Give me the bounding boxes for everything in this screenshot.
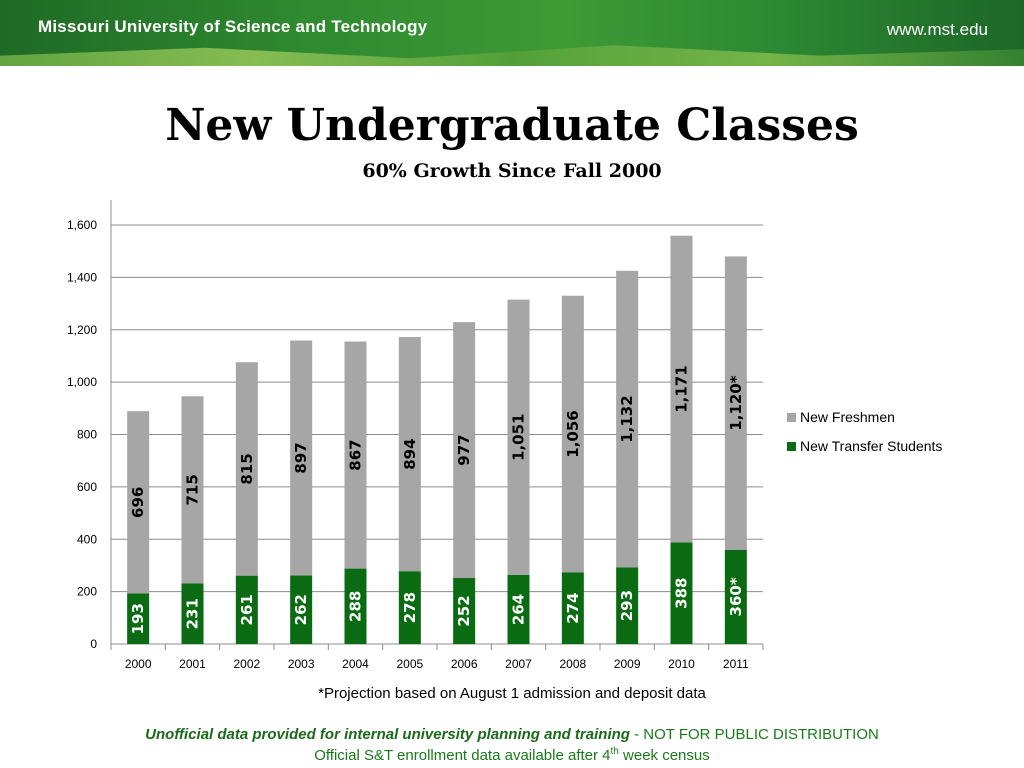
y-tick-label: 400 <box>77 532 97 546</box>
bar-transfer <box>670 542 693 644</box>
x-tick-label: 2004 <box>342 657 369 671</box>
bar-transfer <box>561 572 584 644</box>
data-label-transfer: 288 <box>347 591 365 622</box>
x-tick-label: 2009 <box>614 657 641 671</box>
data-label-freshmen: 867 <box>347 439 365 470</box>
bar-transfer <box>398 571 421 644</box>
y-tick-label: 800 <box>77 428 97 442</box>
bar-freshmen <box>235 362 258 576</box>
legend-label: New Transfer Students <box>800 438 942 454</box>
data-label-transfer: 388 <box>673 578 691 609</box>
x-tick-label: 2006 <box>451 657 478 671</box>
bar-freshmen <box>670 235 693 543</box>
bar-freshmen <box>561 295 584 573</box>
census-sup: th <box>610 746 619 757</box>
bar-transfer <box>290 575 313 644</box>
legend-swatch <box>787 413 796 422</box>
bar-transfer <box>181 583 204 644</box>
data-label-freshmen: 1,132 <box>618 395 636 442</box>
y-tick-label: 600 <box>77 480 97 494</box>
bar-freshmen <box>616 270 639 568</box>
data-label-transfer: 293 <box>618 590 636 621</box>
legend-label: New Freshmen <box>800 409 895 425</box>
bar-freshmen <box>127 411 150 594</box>
y-tick-label: 1,200 <box>67 323 97 337</box>
bar-transfer <box>724 549 747 644</box>
data-label-freshmen: 1,051 <box>510 414 528 461</box>
data-label-transfer: 252 <box>455 595 473 626</box>
data-label-transfer: 274 <box>564 592 582 623</box>
university-url: www.mst.edu <box>886 20 988 39</box>
data-label-freshmen: 696 <box>129 487 147 518</box>
census-prefix: Official S&T enrollment data available a… <box>314 747 611 764</box>
bar-transfer <box>344 568 367 644</box>
slide-subtitle: 60% Growth Since Fall 2000 <box>362 160 662 182</box>
y-tick-label: 200 <box>77 585 97 599</box>
header-banner: Missouri University of Science and Techn… <box>0 0 1024 66</box>
data-label-freshmen: 1,120* <box>727 375 745 430</box>
x-tick-label: 2008 <box>559 657 586 671</box>
disclaimer-bold: Unofficial data provided for internal un… <box>145 726 630 743</box>
bar-freshmen <box>344 341 367 569</box>
y-tick-label: 1,000 <box>67 375 97 389</box>
university-name: Missouri University of Science and Techn… <box>38 17 428 36</box>
data-label-freshmen: 715 <box>184 474 202 505</box>
bar-transfer <box>616 567 639 644</box>
disclaimer-text: Unofficial data provided for internal un… <box>0 726 1024 743</box>
disclaimer-rest: - NOT FOR PUBLIC DISTRIBUTION <box>629 726 879 743</box>
bar-freshmen <box>398 337 421 572</box>
data-label-freshmen: 977 <box>455 434 473 465</box>
data-label-transfer: 278 <box>401 592 419 623</box>
census-note: Official S&T enrollment data available a… <box>0 746 1024 764</box>
y-tick-label: 0 <box>90 637 97 651</box>
data-label-transfer: 231 <box>184 598 202 629</box>
y-tick-label: 1,600 <box>67 218 97 232</box>
x-tick-label: 2011 <box>723 657 749 671</box>
projection-footnote: *Projection based on August 1 admission … <box>318 685 706 702</box>
data-label-transfer: 360* <box>727 577 745 616</box>
data-label-transfer: 261 <box>238 594 256 625</box>
slide-title: New Undergraduate Classes <box>165 100 859 151</box>
x-tick-label: 2000 <box>125 657 152 671</box>
data-label-transfer: 264 <box>510 594 528 625</box>
bar-freshmen <box>507 299 530 575</box>
bar-transfer <box>507 574 530 644</box>
bar-freshmen <box>290 340 313 576</box>
bar-transfer <box>235 575 258 644</box>
data-label-freshmen: 1,171 <box>673 365 691 412</box>
data-label-freshmen: 815 <box>238 453 256 484</box>
bar-freshmen <box>724 256 747 550</box>
data-label-freshmen: 1,056 <box>564 410 582 457</box>
bar-freshmen <box>181 396 204 584</box>
bar-transfer <box>127 593 150 644</box>
legend-swatch <box>787 442 796 451</box>
y-tick-label: 1,400 <box>67 270 97 284</box>
data-label-transfer: 262 <box>292 594 310 625</box>
bar-transfer <box>453 578 476 644</box>
x-tick-label: 2002 <box>233 657 260 671</box>
x-tick-label: 2003 <box>288 657 315 671</box>
x-tick-label: 2001 <box>179 657 206 671</box>
x-tick-label: 2007 <box>505 657 532 671</box>
data-label-freshmen: 894 <box>401 438 419 469</box>
x-tick-label: 2010 <box>668 657 695 671</box>
bar-freshmen <box>453 322 476 579</box>
census-suffix: week census <box>618 747 710 764</box>
data-label-transfer: 193 <box>129 603 147 634</box>
data-label-freshmen: 897 <box>292 442 310 473</box>
x-tick-label: 2005 <box>396 657 423 671</box>
